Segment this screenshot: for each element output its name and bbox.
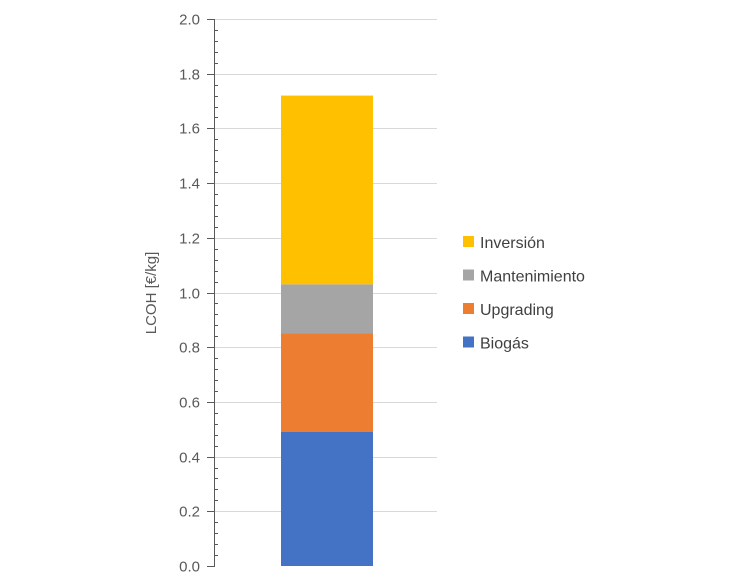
y-tick-label: 0.4 <box>179 450 200 467</box>
legend-swatch <box>463 336 474 348</box>
y-tick-label: 1.4 <box>179 176 200 193</box>
legend-swatch <box>463 303 474 314</box>
y-axis-ticks: 0.0 0.2 0.4 0.6 0.8 1.0 1.2 1.4 1.6 1.8 2.0 <box>179 12 218 576</box>
stacked-bar <box>281 95 373 566</box>
legend-label: Inversión <box>480 235 545 252</box>
legend: Inversión Mantenimiento Upgrading Biogás <box>463 235 585 353</box>
y-tick-label: 0.8 <box>179 340 200 357</box>
legend-label: Biogás <box>480 336 529 353</box>
y-tick-label: 1.6 <box>179 121 200 138</box>
y-tick-label: 0.2 <box>179 504 200 521</box>
y-axis-title: LCOH [€/kg] <box>143 252 160 335</box>
bar-segment-3 <box>281 95 373 285</box>
bar-segment-0 <box>281 431 373 566</box>
y-tick-label: 2.0 <box>179 12 200 29</box>
y-tick-label: 1.2 <box>179 231 200 248</box>
y-tick-label: 1.0 <box>179 286 200 303</box>
legend-label: Mantenimiento <box>480 269 585 286</box>
y-tick-label: 1.8 <box>179 67 200 84</box>
y-tick-label: 0.0 <box>179 559 200 576</box>
legend-swatch <box>463 269 474 281</box>
bar-segment-2 <box>281 284 373 334</box>
legend-swatch <box>463 236 474 247</box>
legend-label: Upgrading <box>480 302 554 319</box>
y-tick-label: 0.6 <box>179 395 200 412</box>
bar-segment-1 <box>281 333 373 432</box>
